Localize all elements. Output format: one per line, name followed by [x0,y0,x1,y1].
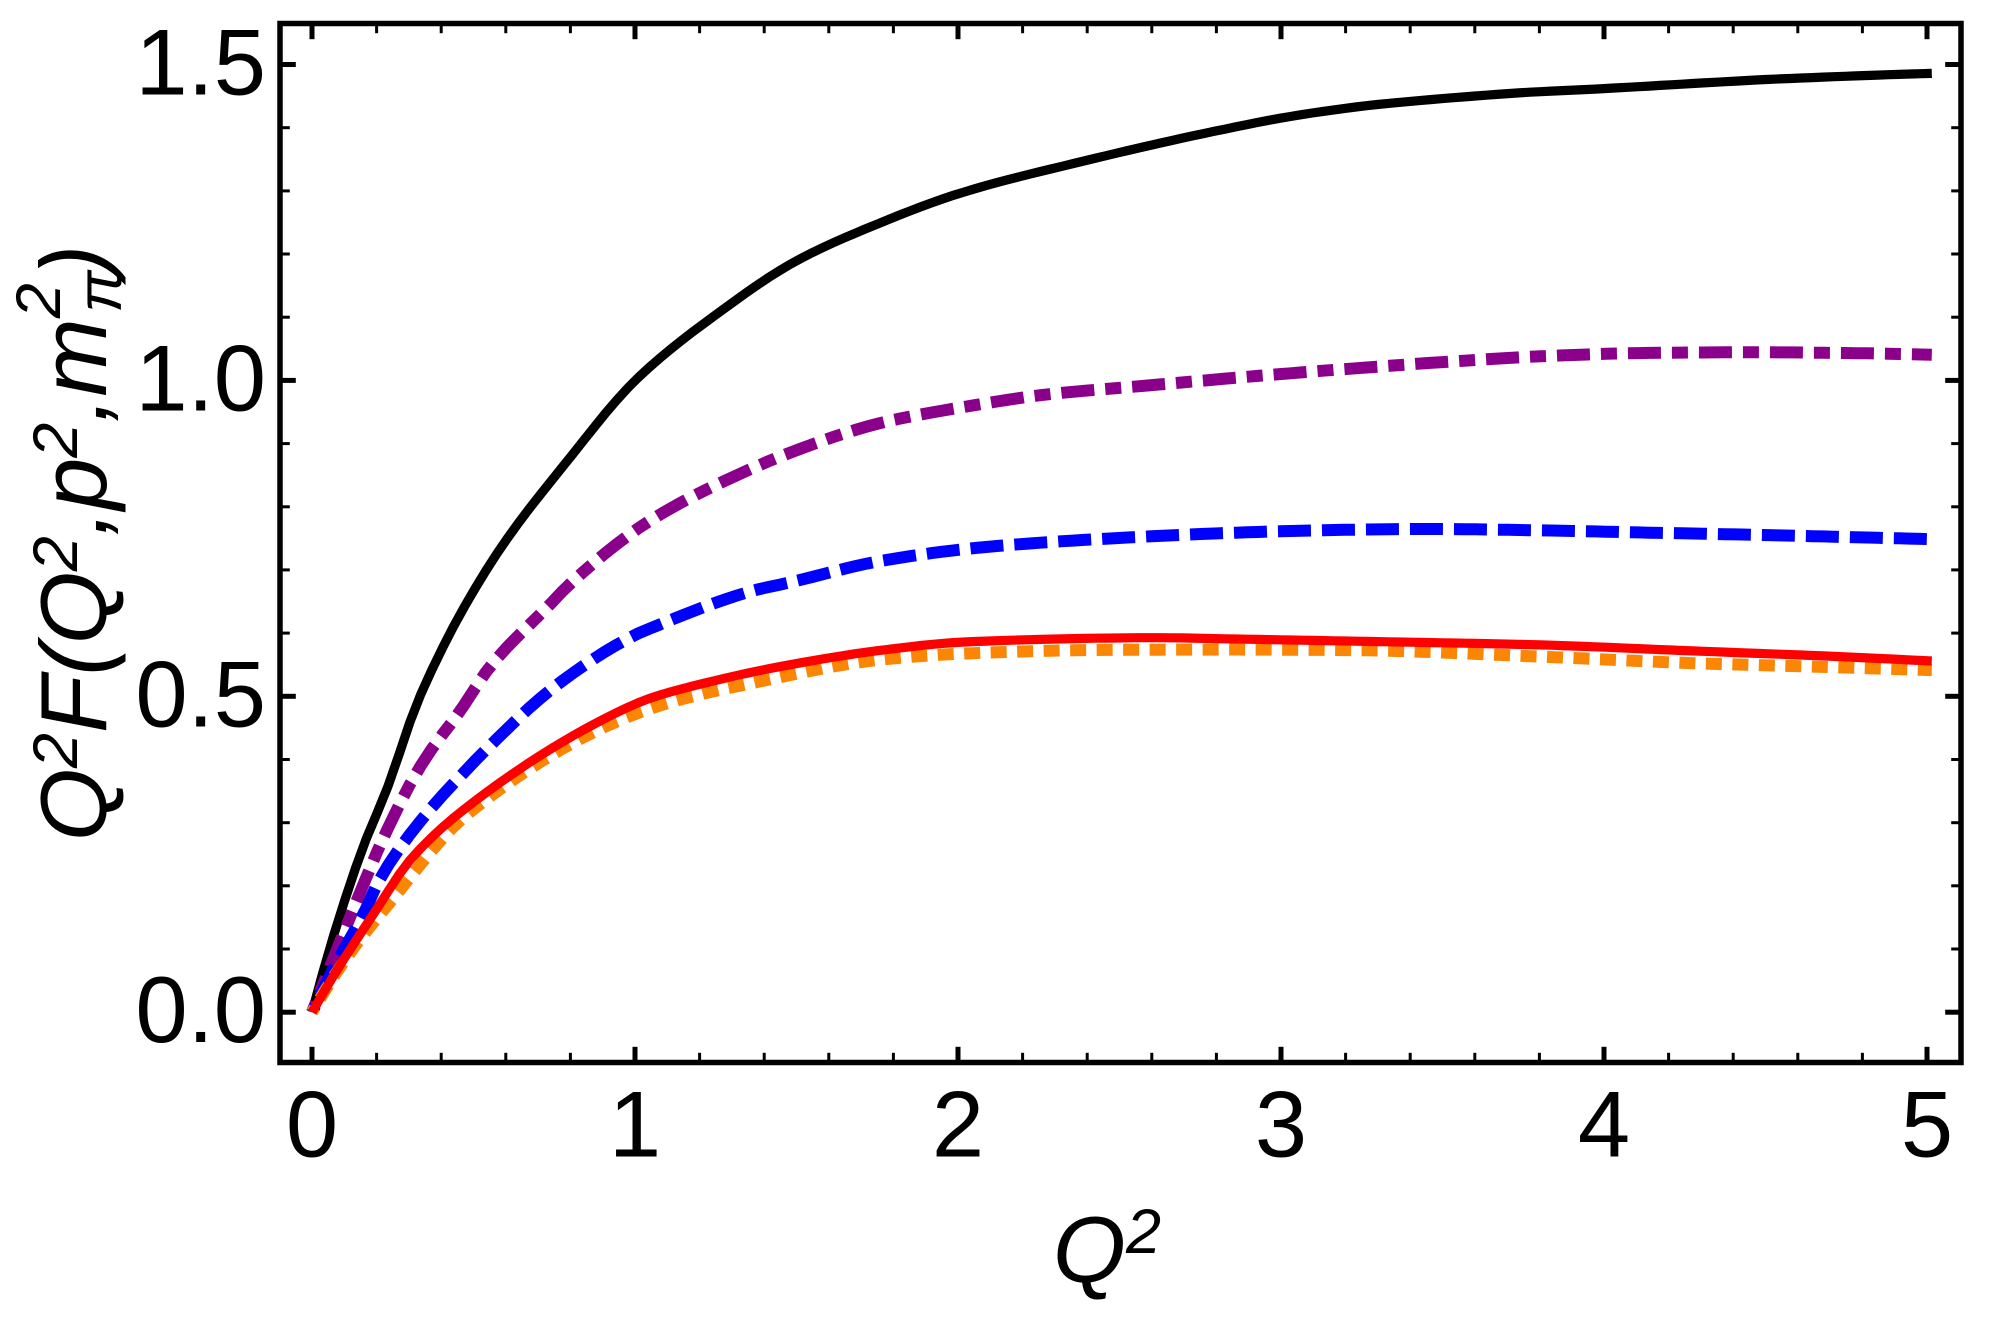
svg-text:3: 3 [1255,1072,1307,1177]
svg-text:0: 0 [286,1072,338,1177]
svg-text:1.0: 1.0 [135,325,266,430]
svg-text:1: 1 [609,1072,661,1177]
svg-text:5: 5 [1901,1072,1953,1177]
svg-text:0.5: 0.5 [135,641,266,746]
svg-text:2: 2 [932,1072,984,1177]
svg-text:0.0: 0.0 [135,957,266,1062]
svg-text:1.5: 1.5 [135,10,266,115]
svg-text:4: 4 [1578,1072,1630,1177]
